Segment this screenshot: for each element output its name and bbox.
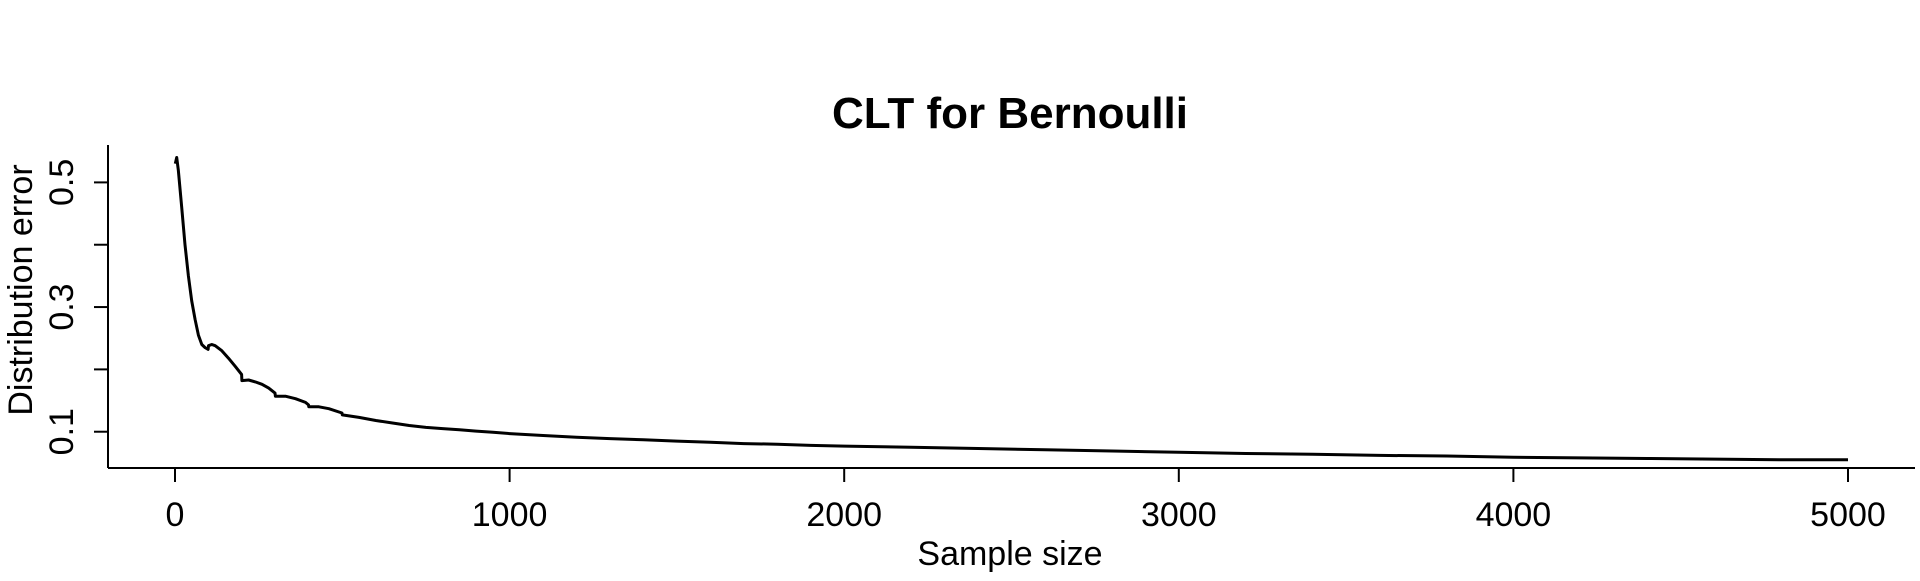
y-tick-label: 0.3 <box>43 283 81 330</box>
chart-title: CLT for Bernoulli <box>832 89 1188 138</box>
y-tick-label: 0.1 <box>43 408 81 455</box>
x-axis-title: Sample size <box>917 535 1102 573</box>
series-layer <box>173 156 1848 462</box>
axes: 0 1000 2000 3000 4000 5000 0.1 0.3 0.5 <box>43 145 1915 534</box>
y-tick-label: 0.5 <box>43 159 81 206</box>
x-tick-label: 3000 <box>1141 496 1217 534</box>
series-line <box>173 156 1848 462</box>
x-tick-label: 2000 <box>806 496 882 534</box>
y-axis-title: Distribution error <box>2 164 40 415</box>
x-tick-label: 4000 <box>1476 496 1552 534</box>
x-tick-label: 5000 <box>1810 496 1886 534</box>
x-tick-label: 1000 <box>472 496 548 534</box>
x-tick-label: 0 <box>166 496 185 534</box>
